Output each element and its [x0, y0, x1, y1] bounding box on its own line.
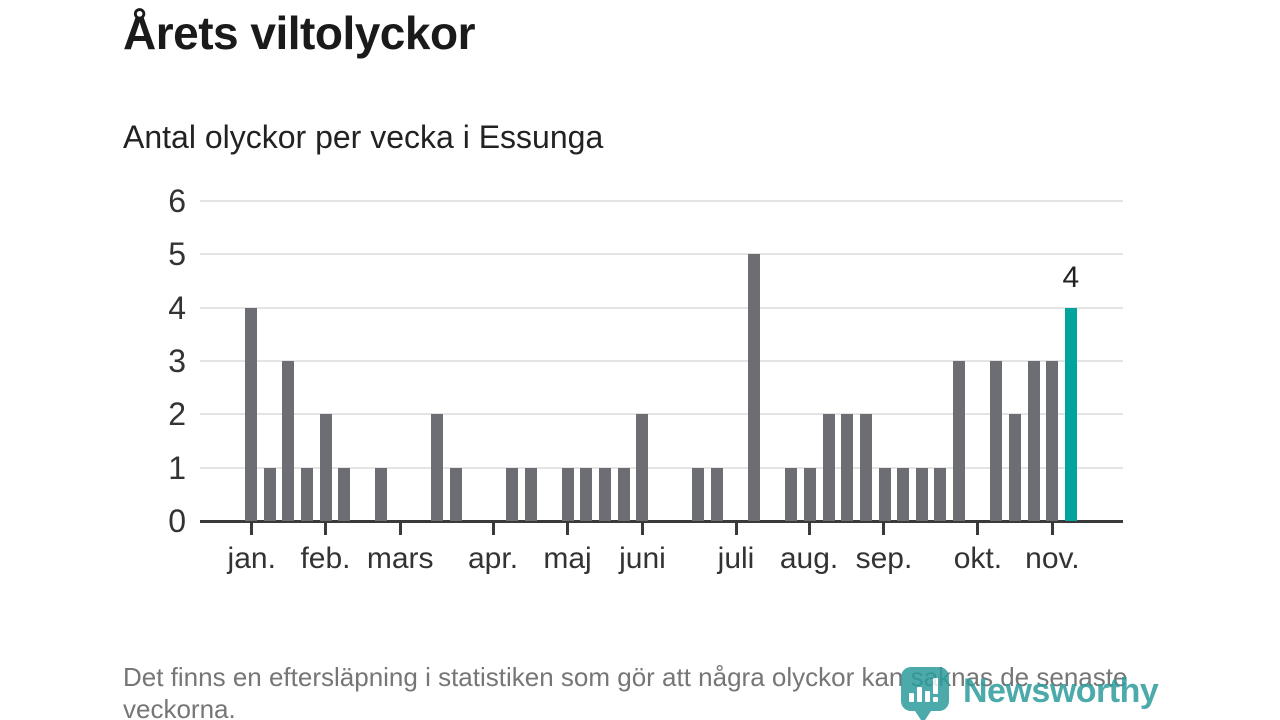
bar-week-32	[822, 414, 835, 521]
logo-exclamation-dot-icon	[933, 697, 938, 702]
bar-week-2	[263, 467, 276, 521]
x-tick-juli	[734, 522, 738, 535]
bar-week-8	[375, 467, 388, 521]
x-tick-label-feb: feb.	[300, 542, 351, 575]
bar-week-1	[245, 307, 257, 521]
y-tick-label-5: 5	[168, 236, 186, 273]
x-tick-label-jan: jan.	[227, 542, 276, 575]
x-tick-okt	[976, 522, 980, 535]
bar-week-35	[878, 467, 891, 521]
x-tick-feb	[323, 522, 327, 535]
bar-week-25	[692, 467, 705, 521]
bar-week-36	[897, 467, 910, 521]
footer-note: Det finns en eftersläpning i statistiken…	[123, 662, 1128, 720]
bar-week-21	[617, 467, 630, 521]
bar-week-11	[431, 414, 444, 521]
x-tick-label-nov: nov.	[1025, 542, 1080, 575]
bar-week-20	[599, 467, 612, 521]
bar-week-44	[1046, 361, 1059, 521]
bar-week-18	[561, 467, 574, 521]
bar-week-45	[1064, 307, 1077, 521]
bar-week-30	[785, 467, 798, 521]
logo-bubble-tail	[913, 708, 933, 720]
bar-week-12	[449, 467, 462, 521]
bar-week-31	[804, 467, 817, 521]
y-tick-label-2: 2	[168, 396, 186, 433]
bar-week-37	[915, 467, 928, 521]
logo-exclamation-icon	[933, 678, 938, 694]
x-tick-label-maj: maj	[543, 542, 592, 575]
y-tick-label-6: 6	[168, 183, 186, 219]
bar-week-41	[990, 361, 1003, 521]
x-tick-jan	[250, 522, 254, 535]
x-tick-label-sep: sep.	[855, 542, 913, 575]
bar-week-19	[580, 467, 593, 521]
highlight-value-label: 4	[1062, 260, 1080, 294]
x-tick-label-mars: mars	[366, 542, 434, 575]
bar-week-16	[524, 467, 537, 521]
bar-week-15	[505, 467, 518, 521]
bar-week-33	[841, 414, 854, 521]
bar-week-38	[934, 467, 947, 521]
y-tick-label-0: 0	[168, 503, 186, 539]
x-tick-nov	[1050, 522, 1054, 535]
bar-week-43	[1027, 361, 1040, 521]
y-tick-label-4: 4	[168, 289, 186, 326]
chart-subtitle: Antal olyckor per vecka i Essunga	[123, 119, 604, 155]
page-title: Årets viltolyckor	[123, 7, 475, 59]
x-tick-label-aug: aug.	[779, 542, 839, 575]
plot-area: 0 1 2 3 4 5 6 4 jan. feb. mars apr. maj juni juli aug. s…	[168, 185, 1123, 575]
bar-week-5	[319, 414, 332, 521]
bar-week-3	[282, 361, 295, 521]
gridline-3	[200, 360, 1123, 362]
x-tick-mars	[398, 522, 402, 535]
gridline-4	[200, 306, 1123, 309]
x-tick-apr	[491, 522, 495, 535]
logo-bar-icon	[917, 687, 922, 702]
x-tick-sep	[882, 522, 886, 535]
bar-week-22	[636, 414, 649, 521]
bar-week-39	[953, 361, 966, 521]
gridline-1	[200, 466, 1123, 469]
bar-week-28	[748, 254, 761, 521]
logo-text: Newsworthy	[963, 672, 1159, 710]
bar-week-26	[710, 467, 723, 521]
bar-week-6	[338, 467, 351, 521]
x-tick-label-juni: juni	[619, 542, 666, 575]
bar-week-42	[1008, 414, 1021, 521]
y-tick-label-1: 1	[168, 449, 186, 486]
x-tick-label-juli: juli	[717, 542, 755, 575]
newsworthy-speech-bubble-chart-icon	[901, 667, 949, 711]
gridline-6	[200, 200, 1123, 202]
logo-bar-icon	[925, 691, 930, 702]
bar-week-4	[300, 467, 313, 521]
x-tick-maj	[566, 522, 570, 535]
x-tick-label-apr: apr.	[467, 542, 519, 575]
x-tick-juni	[640, 522, 644, 535]
gridline-5	[200, 253, 1123, 256]
x-tick-aug	[807, 522, 811, 535]
newsworthy-logo: Newsworthy	[901, 664, 1161, 720]
logo-bar-icon	[909, 693, 914, 702]
x-axis-line	[200, 520, 1123, 523]
bar-week-34	[859, 414, 872, 521]
gridline-2	[200, 413, 1123, 416]
y-tick-label-3: 3	[168, 343, 186, 379]
x-tick-label-okt: okt.	[953, 542, 1003, 575]
